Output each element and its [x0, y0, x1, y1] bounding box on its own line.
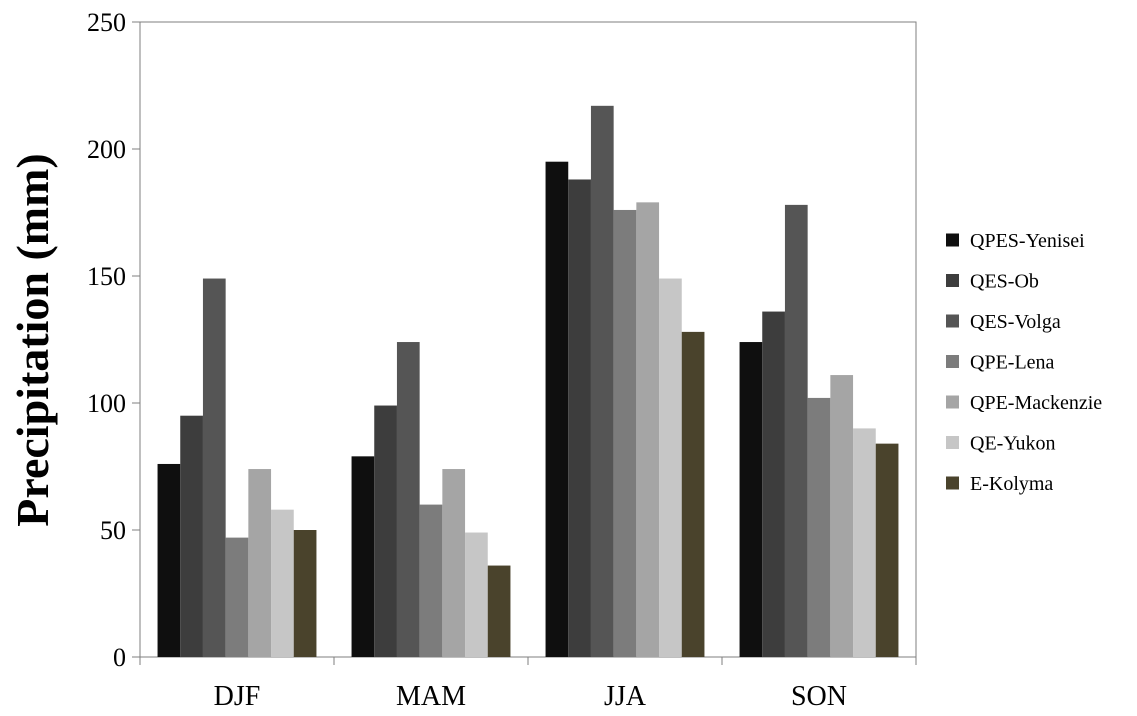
bar: [351, 456, 375, 657]
legend-swatch: [946, 355, 959, 368]
y-tick-label: 150: [87, 262, 126, 291]
legend-label: QE-Yukon: [970, 433, 1056, 455]
bar: [853, 428, 876, 657]
bar: [293, 530, 317, 657]
y-tick-label: 200: [87, 135, 126, 164]
bar: [830, 375, 854, 657]
bar: [568, 179, 591, 658]
bar: [613, 209, 637, 657]
bar: [590, 105, 614, 657]
bar: [248, 469, 272, 657]
x-category-label: SON: [791, 681, 847, 712]
x-category-label: JJA: [604, 681, 647, 712]
legend-swatch: [946, 476, 959, 490]
bar: [374, 405, 397, 657]
bar: [659, 278, 682, 657]
bar: [875, 443, 899, 657]
legend-swatch: [946, 274, 959, 287]
bar: [225, 537, 249, 657]
x-category-label: MAM: [396, 681, 466, 712]
legend-swatch: [946, 233, 959, 247]
legend-label: QPE-Mackenzie: [970, 392, 1102, 414]
x-category-label: DJF: [214, 681, 261, 712]
bar: [271, 509, 294, 657]
legend: QPES-Yenisei QES-Ob QES-Volga QPE-Lena QPE-M…: [946, 230, 1102, 495]
plot-area: 0 50 100 150 200 250 DJF MAM JJA SON: [87, 8, 917, 712]
legend-label: QES-Ob: [970, 271, 1039, 293]
y-tick-label: 250: [87, 8, 126, 37]
bar: [636, 202, 660, 657]
legend-swatch: [946, 436, 959, 449]
y-tick-label: 100: [87, 389, 126, 418]
bar: [396, 342, 420, 657]
bar: [157, 463, 181, 657]
bar: [487, 565, 511, 657]
bar: [739, 342, 763, 657]
legend-swatch: [946, 314, 959, 328]
legend-label: QPE-Lena: [970, 352, 1055, 374]
bar: [180, 415, 203, 657]
bar: [762, 311, 785, 657]
bar: [807, 397, 831, 657]
y-tick-label: 50: [100, 516, 126, 545]
bar: [419, 504, 443, 657]
bar: [545, 161, 569, 657]
legend-label: QPES-Yenisei: [970, 230, 1085, 252]
y-axis-title: Precipitation (mm): [7, 153, 58, 526]
legend-swatch: [946, 395, 959, 409]
bar: [784, 204, 808, 657]
bar: [442, 469, 466, 657]
bar: [202, 278, 226, 657]
bar: [465, 532, 488, 657]
legend-label: QES-Volga: [970, 311, 1061, 333]
legend-label: E-Kolyma: [970, 473, 1053, 495]
y-tick-label: 0: [113, 643, 126, 672]
bar: [681, 331, 705, 657]
